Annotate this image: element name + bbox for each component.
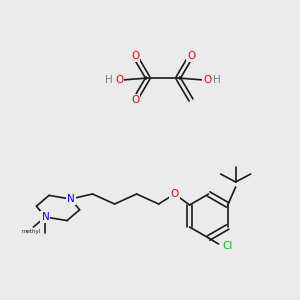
- Text: O: O: [115, 75, 123, 85]
- Text: N: N: [41, 212, 49, 222]
- Text: O: O: [131, 51, 139, 61]
- Text: O: O: [187, 51, 195, 61]
- Text: methyl: methyl: [22, 229, 41, 234]
- Text: H: H: [105, 75, 113, 85]
- Text: O: O: [170, 189, 179, 199]
- Text: Cl: Cl: [223, 241, 233, 251]
- Text: O: O: [203, 75, 211, 85]
- Text: N: N: [67, 194, 74, 204]
- Text: H: H: [213, 75, 221, 85]
- Text: O: O: [131, 95, 139, 105]
